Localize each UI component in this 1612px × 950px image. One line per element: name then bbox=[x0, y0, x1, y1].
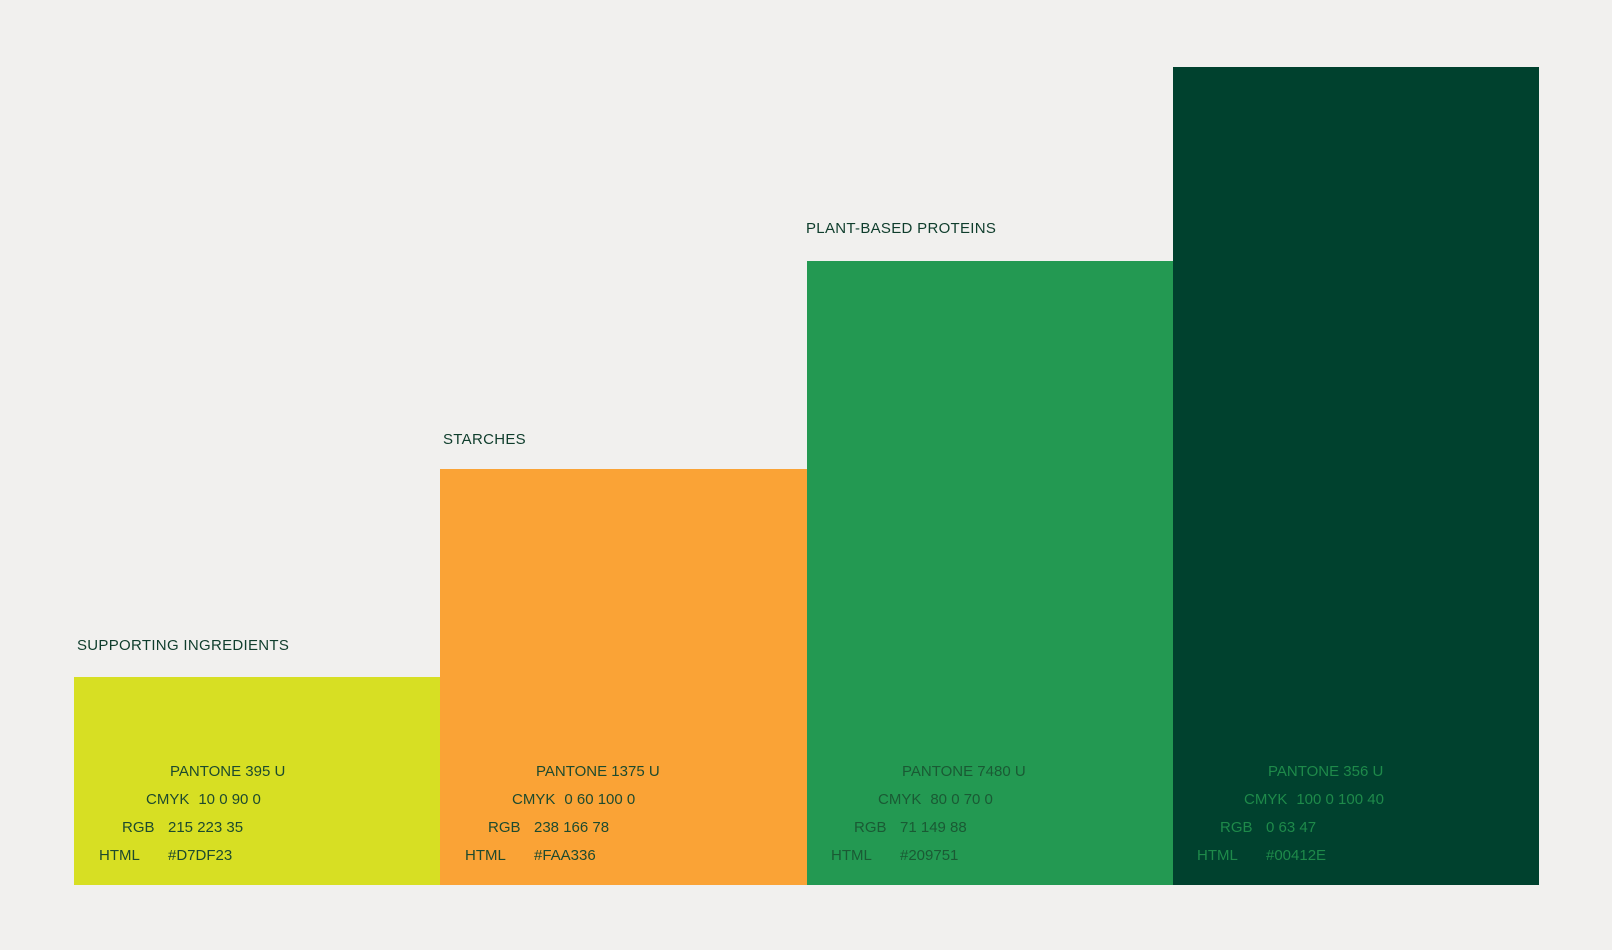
pantone-label: PANTONE 356 U bbox=[1268, 763, 1384, 780]
cmyk-value: 10 0 90 0 bbox=[198, 791, 261, 808]
html-value: #00412E bbox=[1266, 847, 1327, 864]
html-label: HTML bbox=[99, 847, 140, 864]
html-row: HTML #D7DF23 bbox=[99, 847, 232, 864]
html-value: #209751 bbox=[900, 847, 959, 864]
swatch-starches: PANTONE 1375 U CMYK 0 60 100 0 RGB 238 166… bbox=[440, 469, 807, 885]
html-label: HTML bbox=[831, 847, 872, 864]
cmyk-label: CMYK bbox=[878, 791, 922, 808]
cmyk-value: 100 0 100 40 bbox=[1296, 791, 1384, 808]
rgb-row: RGB 238 166 78 bbox=[488, 819, 609, 836]
html-label: HTML bbox=[465, 847, 506, 864]
html-row: HTML #00412E bbox=[1197, 847, 1326, 864]
cmyk-label: CMYK bbox=[512, 791, 556, 808]
category-label-plant-based-proteins: PLANT-BASED PROTEINS bbox=[806, 220, 997, 237]
cmyk-value: 80 0 70 0 bbox=[930, 791, 993, 808]
html-row: HTML #FAA336 bbox=[465, 847, 596, 864]
rgb-label: RGB bbox=[1220, 819, 1253, 836]
cmyk-label: CMYK bbox=[1244, 791, 1288, 808]
html-value: #FAA336 bbox=[534, 847, 596, 864]
cmyk-row: CMYK 0 60 100 0 bbox=[512, 791, 635, 808]
category-label-starches: STARCHES bbox=[443, 431, 526, 448]
html-label: HTML bbox=[1197, 847, 1238, 864]
cmyk-row: CMYK 10 0 90 0 bbox=[146, 791, 261, 808]
cmyk-value: 0 60 100 0 bbox=[564, 791, 636, 808]
rgb-label: RGB bbox=[854, 819, 887, 836]
pantone-label: PANTONE 1375 U bbox=[536, 763, 660, 780]
rgb-value: 215 223 35 bbox=[168, 819, 244, 836]
category-label-supporting-ingredients: SUPPORTING INGREDIENTS bbox=[77, 637, 290, 654]
rgb-label: RGB bbox=[122, 819, 155, 836]
rgb-label: RGB bbox=[488, 819, 521, 836]
rgb-value: 238 166 78 bbox=[534, 819, 610, 836]
rgb-row: RGB 0 63 47 bbox=[1220, 819, 1316, 836]
swatch-supporting-ingredients: PANTONE 395 U CMYK 10 0 90 0 RGB 215 223 3… bbox=[74, 677, 440, 885]
rgb-row: RGB 215 223 35 bbox=[122, 819, 243, 836]
html-row: HTML #209751 bbox=[831, 847, 958, 864]
rgb-row: RGB 71 149 88 bbox=[854, 819, 967, 836]
cmyk-row: CMYK 100 0 100 40 bbox=[1244, 791, 1384, 808]
swatch-dark-green: PANTONE 356 U CMYK 100 0 100 40 RGB 0 63 4… bbox=[1173, 67, 1539, 885]
swatch-plant-based-proteins: PANTONE 7480 U CMYK 80 0 70 0 RGB 71 149 8… bbox=[807, 261, 1173, 885]
pantone-label: PANTONE 7480 U bbox=[902, 763, 1026, 780]
html-value: #D7DF23 bbox=[168, 847, 233, 864]
rgb-value: 0 63 47 bbox=[1266, 819, 1317, 836]
cmyk-label: CMYK bbox=[146, 791, 190, 808]
pantone-label: PANTONE 395 U bbox=[170, 763, 286, 780]
cmyk-row: CMYK 80 0 70 0 bbox=[878, 791, 993, 808]
rgb-value: 71 149 88 bbox=[900, 819, 967, 836]
